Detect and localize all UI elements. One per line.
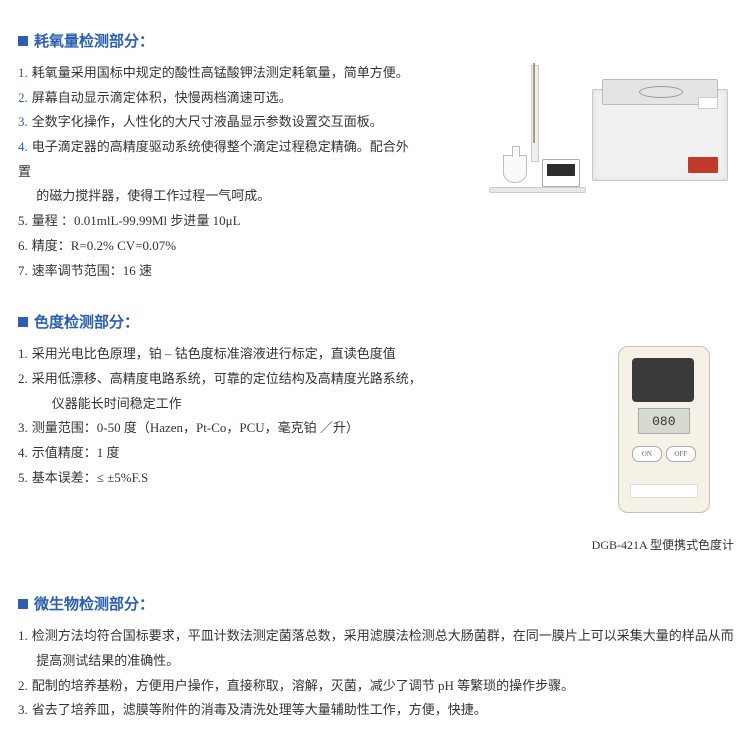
section3-title: 微生物检测部分：	[34, 593, 154, 614]
square-bullet-icon	[18, 599, 28, 609]
meter-lcd: 080	[638, 408, 690, 434]
section2-text: 1.采用光电比色原理，铂 – 钴色度标准溶液进行标定，直读色度值 2.采用低漂移…	[18, 342, 592, 490]
list-text: 全数字化操作，人性化的大尺寸液晶显示参数设置交互面板。	[32, 114, 383, 129]
list-item: 3.全数字化操作，人性化的大尺寸液晶显示参数设置交互面板。	[18, 110, 489, 135]
wrapped-line: 的磁力搅拌器，使得工作过程一气呵成。	[18, 184, 489, 209]
list-text: 示值精度：1 度	[32, 445, 120, 460]
wrapped-line: 仪器能长时间稳定工作	[18, 392, 592, 417]
section1-list-cont: 5.量程 ：0.01mlL-99.99Ml 步进量 10μL 6.精度：R=0.…	[18, 209, 489, 283]
section2-header: 色度检测部分：	[18, 311, 734, 332]
section1-body: 1.耗氧量采用国标中规定的酸性高锰酸钾法测定耗氧量，简单方便。 2.屏幕自动显示…	[18, 61, 734, 283]
list-item: 3.省去了培养皿，滤膜等附件的消毒及清洗处理等大量辅助性工作，方便，快捷。	[18, 698, 734, 723]
list-item: 2.配制的培养基粉，方便用户操作，直接称取，溶解，灭菌，减少了调节 pH 等繁琐…	[18, 674, 734, 699]
list-item: 6.精度：R=0.2% CV=0.07%	[18, 234, 489, 259]
list-item: 5.量程 ：0.01mlL-99.99Ml 步进量 10μL	[18, 209, 489, 234]
section1-images	[489, 61, 734, 201]
list-text: 速率调节范围：16 速	[32, 263, 152, 278]
list-text: 屏幕自动显示滴定体积，快慢两档滴速可选。	[32, 90, 292, 105]
list-item: 7.速率调节范围：16 速	[18, 259, 489, 284]
section1-header: 耗氧量检测部分：	[18, 30, 734, 51]
meter-off-btn: OFF	[666, 446, 696, 462]
list-item: 4.示值精度：1 度	[18, 441, 592, 466]
square-bullet-icon	[18, 317, 28, 327]
section2-body: 1.采用光电比色原理，铂 – 钴色度标准溶液进行标定，直读色度值 2.采用低漂移…	[18, 342, 734, 553]
square-bullet-icon	[18, 36, 28, 46]
list-text: 检测方法均符合国标要求，平皿计数法测定菌落总数，采用滤膜法检测总大肠菌群，在同一…	[32, 628, 734, 668]
list-item: 1.采用光电比色原理，铂 – 钴色度标准溶液进行标定，直读色度值	[18, 342, 592, 367]
section1-list: 1.耗氧量采用国标中规定的酸性高锰酸钾法测定耗氧量，简单方便。 2.屏幕自动显示…	[18, 61, 489, 160]
list-text: 测量范围：0-50 度（Hazen，Pt-Co，PCU，毫克铂 ／升）	[32, 420, 359, 435]
section3-header: 微生物检测部分：	[18, 593, 734, 614]
list-text: 基本误差：≤ ±5%F.S	[32, 470, 149, 485]
section2-title: 色度检测部分：	[34, 311, 139, 332]
section2-images: 080 ON OFF DGB-421A 型便携式色度计	[592, 342, 734, 553]
wrapped-line: 置	[18, 160, 489, 185]
section3-list: 1.检测方法均符合国标要求，平皿计数法测定菌落总数，采用滤膜法检测总大肠菌群，在…	[18, 624, 734, 723]
list-text: 量程 ：0.01mlL-99.99Ml 步进量 10μL	[32, 213, 241, 228]
list-text: 电子滴定器的高精度驱动系统使得整个滴定过程稳定精确。配合外	[32, 139, 409, 154]
list-item: 1.检测方法均符合国标要求，平皿计数法测定菌落总数，采用滤膜法检测总大肠菌群，在…	[18, 624, 734, 673]
list-item: 5.基本误差：≤ ±5%F.S	[18, 466, 592, 491]
section2-list: 1.采用光电比色原理，铂 – 钴色度标准溶液进行标定，直读色度值 2.采用低漂移…	[18, 342, 592, 391]
section2-list-cont: 3.测量范围：0-50 度（Hazen，Pt-Co，PCU，毫克铂 ／升） 4.…	[18, 416, 592, 490]
titrator-icon	[489, 61, 584, 201]
list-item: 4.电子滴定器的高精度驱动系统使得整个滴定过程稳定精确。配合外	[18, 135, 489, 160]
list-text: 配制的培养基粉，方便用户操作，直接称取，溶解，灭菌，减少了调节 pH 等繁琐的操…	[32, 678, 574, 693]
list-text: 采用低漂移、高精度电路系统，可靠的定位结构及高精度光路系统，	[32, 371, 422, 386]
list-text: 耗氧量采用国标中规定的酸性高锰酸钾法测定耗氧量，简单方便。	[32, 65, 409, 80]
color-meter-icon: 080 ON OFF	[608, 342, 718, 532]
list-text: 省去了培养皿，滤膜等附件的消毒及清洗处理等大量辅助性工作，方便，快捷。	[32, 702, 487, 717]
list-item: 1.耗氧量采用国标中规定的酸性高锰酸钾法测定耗氧量，简单方便。	[18, 61, 489, 86]
water-bath-icon	[584, 71, 734, 191]
meter-on-btn: ON	[632, 446, 662, 462]
list-text: 采用光电比色原理，铂 – 钴色度标准溶液进行标定，直读色度值	[32, 346, 396, 361]
section1-text: 1.耗氧量采用国标中规定的酸性高锰酸钾法测定耗氧量，简单方便。 2.屏幕自动显示…	[18, 61, 489, 283]
list-item: 2.屏幕自动显示滴定体积，快慢两档滴速可选。	[18, 86, 489, 111]
list-item: 2.采用低漂移、高精度电路系统，可靠的定位结构及高精度光路系统，	[18, 367, 592, 392]
meter-caption: DGB-421A 型便携式色度计	[592, 536, 734, 553]
section1-title: 耗氧量检测部分：	[34, 30, 154, 51]
list-item: 3.测量范围：0-50 度（Hazen，Pt-Co，PCU，毫克铂 ／升）	[18, 416, 592, 441]
list-text: 精度：R=0.2% CV=0.07%	[32, 238, 176, 253]
